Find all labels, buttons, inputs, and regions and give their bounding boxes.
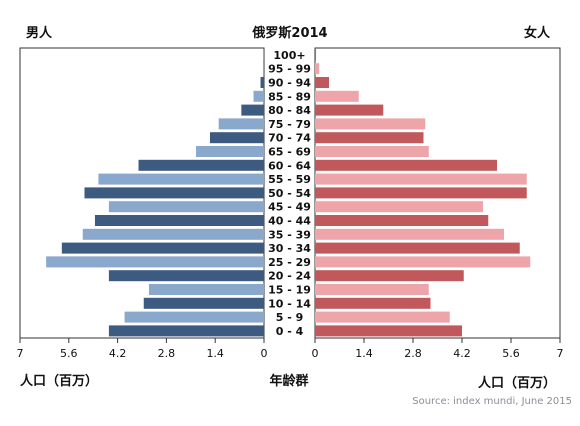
female-bar	[315, 325, 462, 337]
female-bar	[315, 146, 429, 157]
male-bar	[46, 256, 265, 268]
male-bar	[196, 146, 264, 157]
female-bar	[315, 187, 527, 199]
male-bar	[262, 63, 264, 75]
right-series-label: 女人	[524, 25, 551, 41]
female-bar	[315, 201, 483, 213]
female-bar	[315, 159, 497, 171]
female-bar	[315, 118, 426, 130]
age-group-label: 15 - 19	[268, 284, 311, 297]
source-note: Source: index mundi, June 2015	[412, 396, 572, 407]
male-bar	[108, 325, 264, 337]
age-group-label: 25 - 29	[268, 256, 311, 269]
right-x-tick-label: 7	[557, 347, 564, 360]
male-bar	[218, 118, 264, 130]
right-x-tick-label: 2.8	[404, 347, 422, 360]
right-x-axis-label: 人口（百万）	[478, 375, 556, 391]
age-group-label: 35 - 39	[268, 228, 311, 241]
female-bar	[315, 297, 431, 309]
age-group-label: 0 - 4	[276, 325, 304, 338]
age-group-label: 45 - 49	[268, 201, 311, 214]
age-group-label: 50 - 54	[268, 187, 311, 200]
age-group-label: 85 - 89	[268, 90, 311, 103]
female-bar	[315, 132, 424, 144]
age-group-label: 70 - 74	[268, 132, 311, 145]
left-x-tick-label: 0	[261, 347, 268, 360]
bars-group	[46, 49, 531, 337]
axes-group: 7 5.6 4.2 2.8 1.4 0 0 1.4 2.8 4.2 5.6 7	[17, 338, 564, 360]
male-bar	[143, 297, 264, 309]
female-bar	[315, 242, 520, 254]
age-group-label: 100+	[273, 49, 305, 62]
age-group-label: 75 - 79	[268, 118, 311, 131]
age-group-label: 60 - 64	[268, 159, 311, 172]
male-bar	[253, 90, 264, 102]
left-x-axis-label: 人口（百万）	[20, 373, 98, 389]
male-bar	[98, 173, 264, 185]
female-bar	[315, 215, 489, 226]
female-bar	[315, 311, 450, 323]
female-bar	[315, 256, 531, 268]
male-bar	[241, 104, 264, 116]
age-group-label: 55 - 59	[268, 173, 311, 186]
left-x-tick-label: 7	[17, 347, 24, 360]
female-bar	[315, 90, 359, 102]
age-group-label: 20 - 24	[268, 270, 311, 283]
left-x-tick-label: 5.6	[60, 347, 78, 360]
age-group-label: 95 - 99	[268, 63, 311, 76]
male-bar	[108, 201, 264, 213]
age-group-label: 80 - 84	[268, 104, 311, 117]
left-x-tick-label: 4.2	[109, 347, 127, 360]
age-group-label: 90 - 94	[268, 77, 311, 90]
female-bar	[315, 63, 320, 75]
age-group-label: 65 - 69	[268, 146, 311, 159]
left-x-tick-label: 2.8	[158, 347, 176, 360]
female-bar	[315, 77, 329, 88]
left-x-tick-label: 1.4	[206, 347, 224, 360]
male-bar	[84, 187, 264, 199]
female-bar	[315, 228, 504, 240]
female-bar	[315, 49, 317, 61]
male-bar	[82, 228, 264, 240]
right-x-tick-label: 5.6	[502, 347, 520, 360]
male-bar	[209, 132, 264, 144]
female-bar	[315, 270, 464, 282]
age-group-label: 30 - 34	[268, 242, 311, 255]
right-x-tick-label: 1.4	[355, 347, 373, 360]
male-bar	[260, 77, 264, 88]
right-x-tick-label: 4.2	[453, 347, 471, 360]
female-bar	[315, 173, 527, 185]
male-bar	[124, 311, 264, 323]
male-bar	[108, 270, 264, 282]
right-x-tick-label: 0	[312, 347, 319, 360]
chart-title: 俄罗斯2014	[251, 25, 327, 41]
female-bar	[315, 104, 384, 116]
age-group-label: 40 - 44	[268, 215, 311, 228]
male-bar	[94, 215, 264, 226]
age-group-label: 5 - 9	[276, 311, 304, 324]
left-series-label: 男人	[26, 25, 53, 41]
male-bar	[61, 242, 265, 254]
male-bar	[148, 284, 264, 295]
age-group-label: 10 - 14	[268, 297, 311, 310]
center-axis-label: 年龄群	[269, 373, 308, 389]
female-bar	[315, 284, 429, 295]
male-bar	[138, 159, 264, 171]
